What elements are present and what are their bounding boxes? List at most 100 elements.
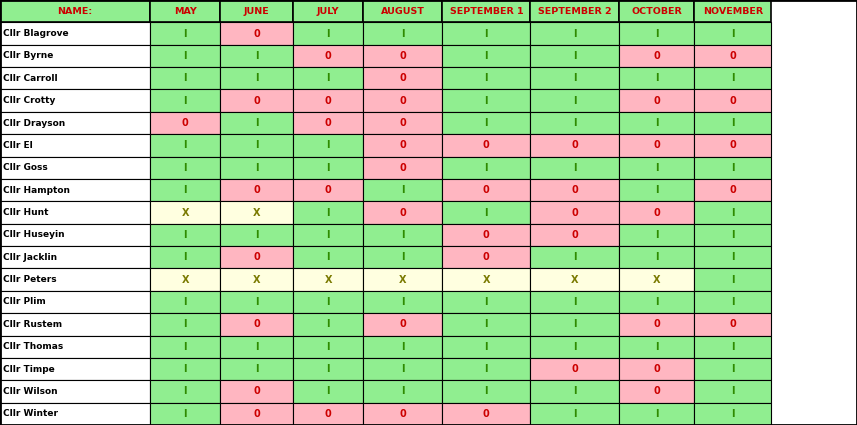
Bar bbox=[293, 246, 363, 269]
Text: l: l bbox=[255, 140, 259, 150]
Bar bbox=[293, 179, 363, 201]
Text: l: l bbox=[255, 163, 259, 173]
Bar bbox=[442, 45, 530, 67]
Bar bbox=[293, 291, 363, 313]
Text: l: l bbox=[327, 140, 330, 150]
Text: l: l bbox=[655, 297, 658, 307]
Text: l: l bbox=[183, 409, 187, 419]
Text: l: l bbox=[572, 51, 577, 61]
Bar bbox=[363, 179, 442, 201]
Text: Cllr El: Cllr El bbox=[3, 141, 33, 150]
Text: Cllr Thomas: Cllr Thomas bbox=[3, 342, 63, 351]
Text: 0: 0 bbox=[653, 386, 660, 397]
Text: l: l bbox=[572, 342, 577, 352]
Bar bbox=[293, 402, 363, 425]
Bar bbox=[694, 201, 771, 224]
Bar bbox=[293, 156, 363, 179]
Bar bbox=[619, 0, 694, 23]
Bar bbox=[0, 179, 150, 201]
Text: l: l bbox=[731, 342, 734, 352]
Text: 0: 0 bbox=[653, 140, 660, 150]
Bar bbox=[619, 402, 694, 425]
Bar bbox=[530, 179, 619, 201]
Text: 0: 0 bbox=[399, 140, 406, 150]
Bar bbox=[150, 67, 220, 90]
Text: 0: 0 bbox=[483, 230, 489, 240]
Text: 0: 0 bbox=[399, 73, 406, 83]
Bar bbox=[530, 224, 619, 246]
Text: 0: 0 bbox=[399, 319, 406, 329]
Text: 0: 0 bbox=[254, 319, 260, 329]
Bar bbox=[442, 224, 530, 246]
Bar bbox=[0, 134, 150, 156]
Bar bbox=[442, 23, 530, 45]
Bar bbox=[220, 156, 293, 179]
Text: l: l bbox=[731, 73, 734, 83]
Text: X: X bbox=[399, 275, 406, 285]
Text: SEPTEMBER 1: SEPTEMBER 1 bbox=[450, 7, 523, 16]
Bar bbox=[442, 67, 530, 90]
Text: JULY: JULY bbox=[317, 7, 339, 16]
Text: l: l bbox=[183, 364, 187, 374]
Text: l: l bbox=[484, 386, 488, 397]
Text: l: l bbox=[327, 230, 330, 240]
Text: l: l bbox=[655, 28, 658, 39]
Bar bbox=[150, 224, 220, 246]
Bar bbox=[530, 291, 619, 313]
Text: l: l bbox=[327, 252, 330, 262]
Bar bbox=[293, 224, 363, 246]
Text: 0: 0 bbox=[325, 185, 332, 195]
Text: l: l bbox=[572, 386, 577, 397]
Text: l: l bbox=[572, 319, 577, 329]
Text: l: l bbox=[655, 342, 658, 352]
Bar bbox=[694, 380, 771, 402]
Bar bbox=[293, 45, 363, 67]
Bar bbox=[363, 112, 442, 134]
Bar bbox=[0, 269, 150, 291]
Bar bbox=[694, 335, 771, 358]
Text: l: l bbox=[327, 364, 330, 374]
Text: 0: 0 bbox=[653, 207, 660, 218]
Bar bbox=[0, 358, 150, 380]
Text: Cllr Hampton: Cllr Hampton bbox=[3, 186, 70, 195]
Bar bbox=[150, 156, 220, 179]
Text: 0: 0 bbox=[182, 118, 189, 128]
Bar bbox=[363, 45, 442, 67]
Bar bbox=[530, 156, 619, 179]
Text: 0: 0 bbox=[399, 51, 406, 61]
Bar bbox=[0, 402, 150, 425]
Text: l: l bbox=[731, 409, 734, 419]
Bar bbox=[694, 402, 771, 425]
Text: l: l bbox=[183, 51, 187, 61]
Bar bbox=[694, 291, 771, 313]
Bar bbox=[530, 402, 619, 425]
Text: l: l bbox=[484, 207, 488, 218]
Text: l: l bbox=[572, 96, 577, 106]
Text: l: l bbox=[484, 73, 488, 83]
Bar bbox=[150, 23, 220, 45]
Bar bbox=[150, 112, 220, 134]
Bar bbox=[530, 313, 619, 335]
Text: l: l bbox=[484, 163, 488, 173]
Text: 0: 0 bbox=[483, 185, 489, 195]
Bar bbox=[619, 335, 694, 358]
Text: l: l bbox=[183, 163, 187, 173]
Bar bbox=[442, 335, 530, 358]
Text: X: X bbox=[182, 207, 189, 218]
Bar bbox=[442, 90, 530, 112]
Text: 0: 0 bbox=[325, 96, 332, 106]
Text: l: l bbox=[255, 230, 259, 240]
Bar bbox=[0, 45, 150, 67]
Text: MAY: MAY bbox=[174, 7, 196, 16]
Text: l: l bbox=[731, 118, 734, 128]
Bar bbox=[363, 134, 442, 156]
Bar bbox=[363, 246, 442, 269]
Text: 0: 0 bbox=[653, 51, 660, 61]
Text: 0: 0 bbox=[729, 96, 736, 106]
Bar bbox=[150, 291, 220, 313]
Text: l: l bbox=[255, 118, 259, 128]
Text: l: l bbox=[183, 297, 187, 307]
Text: l: l bbox=[655, 118, 658, 128]
Bar bbox=[442, 358, 530, 380]
Text: l: l bbox=[327, 163, 330, 173]
